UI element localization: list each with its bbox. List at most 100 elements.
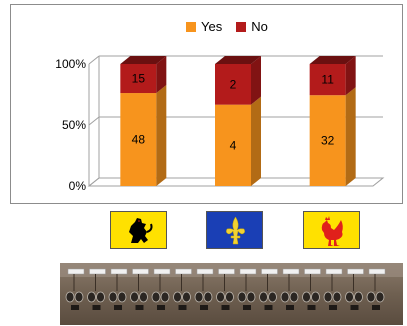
headset-ear-right: [375, 291, 385, 303]
headset-ear-right: [96, 291, 105, 303]
device-card: [89, 268, 106, 275]
device-card: [196, 268, 214, 275]
voting-device: [307, 305, 316, 310]
headset-ear-left: [259, 291, 268, 303]
headset-ear-right: [117, 291, 127, 303]
chart-floor: [87, 177, 385, 187]
bar-segment-front: [120, 64, 157, 94]
legend-label-no: No: [251, 19, 268, 34]
device-card: [368, 268, 386, 275]
headset-ear-left: [130, 291, 139, 303]
rooster-icon: [304, 212, 359, 248]
bar-segment-side: [156, 56, 167, 94]
bar-segment-side: [251, 96, 261, 186]
headset-ear-right: [203, 291, 213, 303]
voting-device: [221, 305, 230, 310]
headset-ear-left: [87, 291, 96, 303]
voting-device: [71, 305, 79, 310]
legend-item-yes: Yes: [186, 19, 222, 34]
bar-segment-front: [215, 104, 251, 186]
headset-ear-right: [139, 291, 148, 303]
headset-ear-left: [323, 291, 333, 303]
y-tick-label: 100%: [55, 57, 86, 71]
chart-legend: Yes No: [186, 19, 282, 34]
brussels-flag: [206, 211, 263, 249]
device-card: [153, 268, 171, 275]
headset-ear-left: [366, 291, 376, 303]
data-label: 32: [321, 134, 335, 148]
headset-ear-right: [246, 291, 256, 303]
headset-ear-left: [280, 291, 290, 303]
flanders-flag: [110, 211, 167, 249]
voting-devices-image: [60, 263, 403, 325]
voting-device: [264, 305, 273, 310]
voting-device: [243, 305, 251, 310]
bar-segment-front: [309, 95, 346, 186]
bar-top: [215, 56, 261, 64]
headset-ear-left: [302, 291, 311, 303]
headset-ear-left: [237, 291, 247, 303]
device-card: [175, 268, 192, 275]
bar-segment-front: [215, 64, 251, 105]
headset-ear-right: [268, 291, 277, 303]
headset-ear-right: [289, 291, 299, 303]
voting-device: [114, 305, 122, 310]
device-card: [261, 268, 278, 275]
voting-device: [372, 305, 380, 310]
data-label: 2: [230, 77, 237, 91]
legend-swatch-yes: [186, 21, 196, 32]
data-label: 11: [321, 73, 334, 87]
headset-ear-right: [74, 291, 84, 303]
device-card: [347, 268, 364, 275]
headset-ear-left: [173, 291, 182, 303]
voting-device: [350, 305, 359, 310]
bar-top: [309, 56, 356, 64]
voting-device: [135, 305, 144, 310]
voting-device: [178, 305, 187, 310]
headset-ear-left: [216, 291, 225, 303]
bar-segment-side: [251, 56, 261, 105]
bar-segment-side: [345, 87, 356, 186]
legend-label-yes: Yes: [201, 19, 223, 34]
device-card: [218, 268, 235, 275]
data-label: 15: [132, 72, 146, 86]
lion-icon: [111, 212, 166, 248]
voting-devices-photo: [60, 263, 403, 325]
headset-ear-left: [108, 291, 118, 303]
data-label: 48: [132, 133, 146, 147]
headset-ear-left: [194, 291, 204, 303]
bar-segment-side: [345, 56, 356, 96]
headset-ear-right: [225, 291, 234, 303]
wallonia-flag: [303, 211, 360, 249]
device-card: [67, 268, 85, 275]
grid-diagonal: [88, 55, 100, 65]
y-tick-label: 0%: [69, 179, 87, 193]
device-card: [239, 268, 257, 275]
y-tick-label: 50%: [62, 118, 86, 132]
bar-segment-front: [309, 64, 346, 96]
iris-icon: [207, 212, 262, 248]
headset-ear-right: [332, 291, 342, 303]
chart-frame: Yes No 0% 50% 100% 48 15 4 2 32 11: [10, 4, 403, 204]
device-card: [132, 268, 149, 275]
voting-device: [286, 305, 294, 310]
legend-swatch-no: [236, 21, 247, 32]
data-label: 4: [230, 138, 237, 152]
voting-device: [157, 305, 165, 310]
legend-item-no: No: [236, 19, 268, 34]
bar-segment-side: [156, 85, 167, 186]
headset-ear-left: [345, 291, 354, 303]
device-card: [325, 268, 343, 275]
headset-ear-right: [160, 291, 170, 303]
headset-ear-right: [311, 291, 320, 303]
voting-device: [92, 305, 101, 310]
voting-device: [200, 305, 208, 310]
bar-top: [120, 56, 167, 64]
stacked-bar-chart: 0% 50% 100% 48 15 4 2 32 11: [55, 55, 385, 193]
voting-device: [329, 305, 337, 310]
headset-ear-left: [151, 291, 161, 303]
device-card: [110, 268, 128, 275]
headset-ear-left: [65, 291, 75, 303]
headset-ear-right: [182, 291, 191, 303]
bar-segment-front: [120, 93, 157, 186]
